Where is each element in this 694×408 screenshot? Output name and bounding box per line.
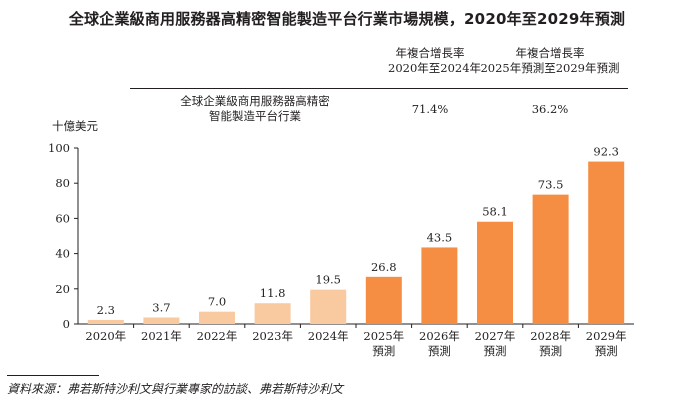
bar-value-label: 7.0 — [208, 295, 226, 309]
cagr-row-label: 全球企業級商用服務器高精密 智能製造平台行業 — [170, 94, 340, 124]
x-tick-label: 2025年 — [363, 329, 404, 343]
bar-value-label: 19.5 — [315, 273, 341, 287]
cagr-table-rule — [130, 88, 628, 89]
bar — [87, 319, 124, 324]
y-tick-label: 80 — [55, 176, 70, 190]
bar — [254, 303, 291, 324]
x-tick-label: 2023年 — [252, 329, 293, 343]
x-tick-label: 2021年 — [141, 329, 182, 343]
bar-value-label: 26.8 — [371, 260, 397, 274]
cagr-row-label-line2: 智能製造平台行業 — [209, 109, 301, 123]
bar-value-label: 11.8 — [260, 286, 286, 300]
x-tick-label-forecast: 預測 — [484, 344, 507, 358]
y-tick-label: 20 — [55, 282, 70, 296]
y-tick-label: 0 — [63, 317, 70, 331]
bar-value-label: 3.7 — [152, 300, 170, 314]
bar-value-label: 43.5 — [427, 230, 453, 244]
cagr-row-label-line1: 全球企業級商用服務器高精密 — [180, 94, 330, 108]
x-tick-label: 2020年 — [85, 329, 126, 343]
cagr-header-forecast: 年複合增長率 2025年預測至2029年預測 — [480, 46, 620, 76]
x-tick-label-forecast: 預測 — [595, 344, 618, 358]
y-tick-label: 100 — [48, 141, 70, 155]
bar — [365, 276, 402, 324]
x-tick-label: 2024年 — [308, 329, 349, 343]
y-axis-unit-label: 十億美元 — [52, 119, 98, 133]
cagr-header-historical: 年複合增長率 2020年至2024年 — [388, 46, 482, 76]
source-rule — [7, 375, 99, 376]
bar-value-label: 58.1 — [482, 205, 508, 219]
bar-value-label: 2.3 — [97, 303, 115, 317]
bar — [588, 161, 625, 324]
x-tick-label: 2028年 — [530, 329, 571, 343]
chart-title: 全球企業級商用服務器高精密智能製造平台行業市場規模，2020年至2029年預測 — [68, 10, 626, 28]
cagr-value-historical: 71.4% — [411, 102, 449, 116]
x-tick-label: 2029年 — [586, 329, 627, 343]
cagr-header-forecast-line1: 年複合增長率 — [515, 46, 585, 60]
cagr-value-forecast: 36.2% — [531, 102, 569, 116]
cagr-header-historical-line2: 2020年至2024年 — [388, 61, 482, 75]
x-tick-label-forecast: 預測 — [428, 344, 451, 358]
bar-value-label: 73.5 — [538, 178, 564, 192]
y-tick-label: 60 — [55, 211, 70, 225]
bar — [199, 311, 235, 324]
bar-value-label: 92.3 — [593, 145, 619, 159]
bar — [421, 247, 458, 324]
cagr-header-forecast-line2: 2025年預測至2029年預測 — [480, 61, 620, 75]
x-tick-label-forecast: 預測 — [372, 344, 395, 358]
source-note: 資料來源：弗若斯特沙利文與行業專家的訪談、弗若斯特沙利文 — [7, 382, 344, 396]
x-tick-label: 2026年 — [419, 329, 460, 343]
x-tick-label-forecast: 預測 — [539, 344, 562, 358]
bar — [532, 194, 569, 324]
bar — [477, 221, 513, 324]
bar — [310, 289, 347, 324]
x-tick-label: 2027年 — [475, 329, 516, 343]
bar — [143, 317, 180, 324]
cagr-header-historical-line1: 年複合增長率 — [395, 46, 465, 60]
y-tick-label: 40 — [55, 247, 70, 261]
x-tick-label: 2022年 — [197, 329, 238, 343]
